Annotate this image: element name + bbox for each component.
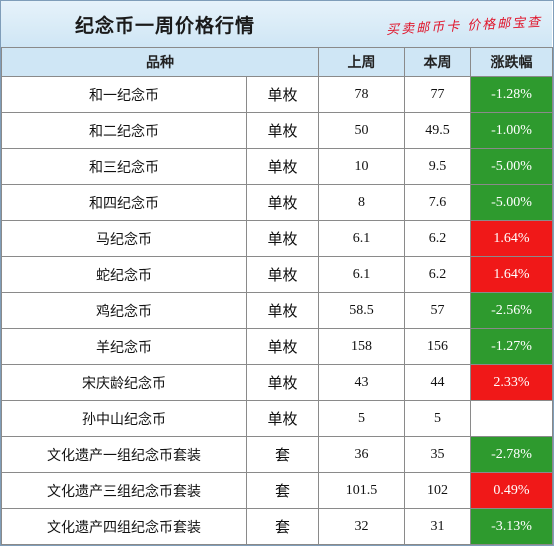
change-cell: -1.00% — [470, 112, 553, 149]
this-week-price-cell: 5 — [404, 400, 471, 437]
coin-name-cell: 文化遗产四组纪念币套装 — [1, 508, 247, 545]
change-cell: -3.13% — [470, 508, 553, 545]
header-this-week: 本周 — [404, 47, 471, 77]
change-cell: 1.64% — [470, 220, 553, 257]
table-row: 和四纪念币 单枚 8 7.6 -5.00% — [1, 184, 553, 221]
table-row: 和一纪念币 单枚 78 77 -1.28% — [1, 76, 553, 113]
last-week-price-cell: 50 — [318, 112, 405, 149]
this-week-price-cell: 9.5 — [404, 148, 471, 185]
this-week-price-cell: 35 — [404, 436, 471, 473]
banner: 纪念币一周价格行情 买卖邮币卡 价格邮宝查 — [1, 1, 552, 47]
change-cell: -5.00% — [470, 184, 553, 221]
coin-name-cell: 蛇纪念币 — [1, 256, 247, 293]
last-week-price-cell: 32 — [318, 508, 405, 545]
this-week-price-cell: 102 — [404, 472, 471, 509]
coin-name-cell: 文化遗产三组纪念币套装 — [1, 472, 247, 509]
unit-cell: 单枚 — [246, 76, 319, 113]
change-cell: -1.27% — [470, 328, 553, 365]
coin-name-cell: 鸡纪念币 — [1, 292, 247, 329]
unit-cell: 单枚 — [246, 148, 319, 185]
table-row: 文化遗产一组纪念币套装套 36 35 -2.78% — [1, 436, 553, 473]
table-row: 文化遗产四组纪念币套装套 32 31 -3.13% — [1, 508, 553, 545]
this-week-price-cell: 77 — [404, 76, 471, 113]
unit-cell: 套 — [246, 436, 319, 473]
this-week-price-cell: 7.6 — [404, 184, 471, 221]
table-row: 蛇纪念币 单枚 6.1 6.2 1.64% — [1, 256, 553, 293]
page-title: 纪念币一周价格行情 — [75, 15, 256, 37]
change-cell: 2.33% — [470, 364, 553, 401]
coin-name-cell: 和四纪念币 — [1, 184, 247, 221]
table-row: 文化遗产三组纪念币套装套 101.5 102 0.49% — [1, 472, 553, 509]
unit-cell: 单枚 — [246, 184, 319, 221]
table-row: 孙中山纪念币 单枚 5 5 — [1, 400, 553, 437]
last-week-price-cell: 6.1 — [318, 220, 405, 257]
unit-cell: 单枚 — [246, 112, 319, 149]
this-week-price-cell: 57 — [404, 292, 471, 329]
coin-name-cell: 和二纪念币 — [1, 112, 247, 149]
unit-cell: 单枚 — [246, 256, 319, 293]
header-variety: 品种 — [1, 47, 319, 77]
last-week-price-cell: 101.5 — [318, 472, 405, 509]
change-cell: -5.00% — [470, 148, 553, 185]
last-week-price-cell: 10 — [318, 148, 405, 185]
this-week-price-cell: 44 — [404, 364, 471, 401]
last-week-price-cell: 5 — [318, 400, 405, 437]
unit-cell: 单枚 — [246, 364, 319, 401]
coin-name-cell: 和一纪念币 — [1, 76, 247, 113]
coin-name-cell: 宋庆龄纪念币 — [1, 364, 247, 401]
table-row: 鸡纪念币 单枚 58.5 57 -2.56% — [1, 292, 553, 329]
this-week-price-cell: 156 — [404, 328, 471, 365]
last-week-price-cell: 43 — [318, 364, 405, 401]
slogan: 买卖邮币卡 价格邮宝查 — [385, 14, 543, 39]
unit-cell: 单枚 — [246, 328, 319, 365]
unit-cell: 套 — [246, 508, 319, 545]
change-cell: 1.64% — [470, 256, 553, 293]
change-cell: 0.49% — [470, 472, 553, 509]
price-table: 品种 上周 本周 涨跌幅 和一纪念币 单枚 78 77 -1.28% 和二纪念币 单枚 50 4… — [1, 47, 553, 545]
this-week-price-cell: 6.2 — [404, 220, 471, 257]
this-week-price-cell: 31 — [404, 508, 471, 545]
table-row: 马纪念币 单枚 6.1 6.2 1.64% — [1, 220, 553, 257]
last-week-price-cell: 158 — [318, 328, 405, 365]
change-cell: -1.28% — [470, 76, 553, 113]
table-header-row: 品种 上周 本周 涨跌幅 — [1, 47, 553, 77]
coin-name-cell: 和三纪念币 — [1, 148, 247, 185]
this-week-price-cell: 6.2 — [404, 256, 471, 293]
table-row: 和三纪念币 单枚 10 9.5 -5.00% — [1, 148, 553, 185]
coin-name-cell: 孙中山纪念币 — [1, 400, 247, 437]
last-week-price-cell: 6.1 — [318, 256, 405, 293]
header-last-week: 上周 — [318, 47, 405, 77]
unit-cell: 单枚 — [246, 292, 319, 329]
change-cell: -2.78% — [470, 436, 553, 473]
coin-name-cell: 马纪念币 — [1, 220, 247, 257]
table-row: 羊纪念币 单枚 158 156 -1.27% — [1, 328, 553, 365]
this-week-price-cell: 49.5 — [404, 112, 471, 149]
coin-name-cell: 羊纪念币 — [1, 328, 247, 365]
table-row: 宋庆龄纪念币 单枚 43 44 2.33% — [1, 364, 553, 401]
table-row: 和二纪念币 单枚 50 49.5 -1.00% — [1, 112, 553, 149]
last-week-price-cell: 58.5 — [318, 292, 405, 329]
last-week-price-cell: 36 — [318, 436, 405, 473]
header-change: 涨跌幅 — [470, 47, 553, 77]
last-week-price-cell: 8 — [318, 184, 405, 221]
change-cell — [470, 400, 553, 437]
coin-name-cell: 文化遗产一组纪念币套装 — [1, 436, 247, 473]
unit-cell: 单枚 — [246, 220, 319, 257]
change-cell: -2.56% — [470, 292, 553, 329]
last-week-price-cell: 78 — [318, 76, 405, 113]
unit-cell: 单枚 — [246, 400, 319, 437]
unit-cell: 套 — [246, 472, 319, 509]
